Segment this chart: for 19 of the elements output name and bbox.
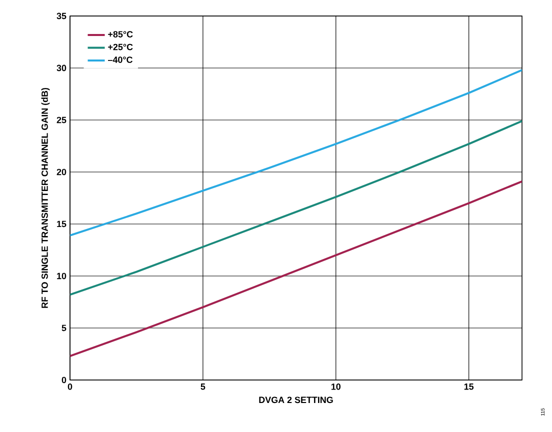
y-tick-label: 15: [57, 220, 66, 228]
y-tick-label: 0: [62, 376, 66, 384]
legend-label: +25°C: [108, 44, 133, 50]
y-tick-label: 10: [57, 272, 66, 280]
line-series: [70, 120, 522, 296]
x-tick-label: 5: [200, 384, 206, 390]
y-tick-label: 30: [56, 64, 66, 72]
x-tick-label: 0: [68, 384, 72, 390]
legend-label: +85°C: [108, 31, 133, 38]
y-tick-label: 5: [62, 324, 66, 332]
y-tick-label: 35: [56, 12, 66, 20]
legend-label: –40°C: [108, 56, 133, 63]
x-tick-label: 15: [464, 384, 474, 390]
x-tick-label: 10: [331, 384, 341, 390]
x-axis-title: DVGA 2 SETTING: [259, 396, 333, 404]
y-tick-label: 20: [56, 168, 66, 176]
y-axis-title: RF TO SINGLE TRANSMITTER CHANNEL GAIN (dB): [41, 88, 50, 308]
y-tick-label: 25: [56, 116, 66, 124]
line-series: [70, 69, 522, 236]
